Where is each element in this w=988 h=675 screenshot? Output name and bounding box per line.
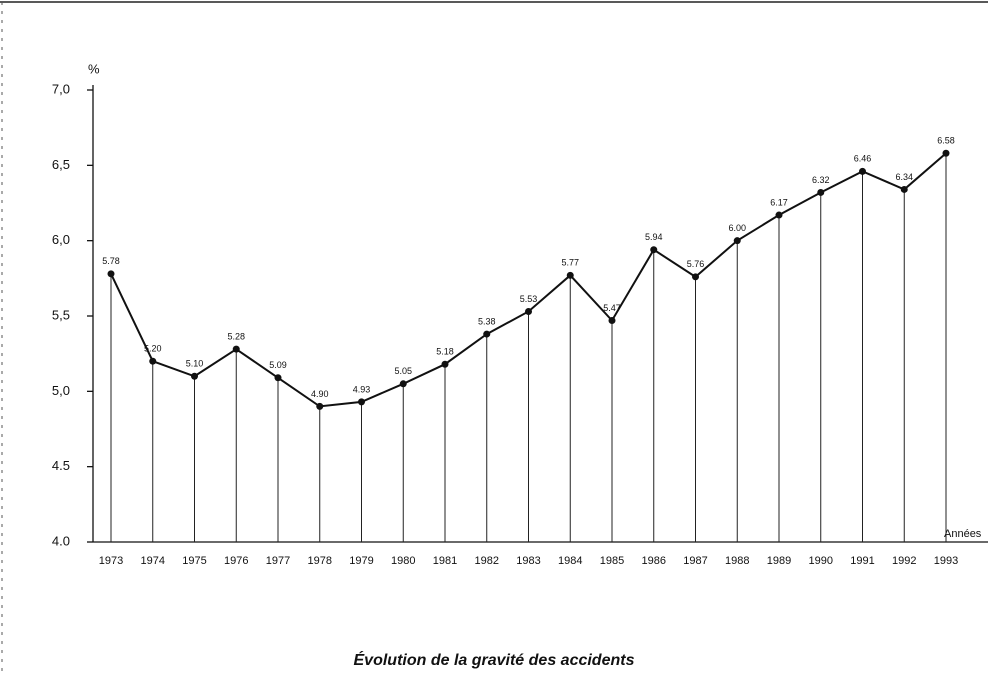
y-tick-label: 6,0 — [52, 232, 70, 247]
x-tick-label: 1982 — [475, 555, 499, 567]
value-label: 6.58 — [937, 136, 955, 146]
x-tick-label: 1979 — [349, 555, 373, 567]
x-tick-label: 1978 — [308, 555, 332, 567]
point — [232, 345, 240, 353]
x-tick-label: 1992 — [892, 555, 916, 567]
value-label: 5.38 — [478, 316, 496, 326]
x-tick-label: 1981 — [433, 555, 457, 567]
value-label: 6.32 — [812, 175, 830, 185]
point — [358, 398, 365, 406]
x-tick-label: 1991 — [850, 555, 874, 567]
y-tick-label: 7,0 — [52, 81, 70, 96]
value-label: 5.94 — [645, 232, 663, 242]
value-label: 6.17 — [770, 197, 788, 207]
y-tick-label: 6,5 — [52, 157, 70, 172]
point — [942, 149, 950, 157]
point — [566, 271, 574, 279]
point — [900, 185, 908, 193]
point — [316, 402, 324, 410]
x-tick-label: 1976 — [224, 555, 248, 567]
point — [149, 357, 157, 365]
x-tick-label: 1987 — [683, 555, 707, 567]
value-label: 5.10 — [186, 359, 204, 369]
value-label: 5.78 — [102, 256, 120, 266]
x-tick-label: 1974 — [141, 555, 165, 567]
point — [525, 307, 532, 315]
x-axis-label: Années — [944, 528, 982, 540]
point — [733, 237, 741, 245]
x-tick-label: 1983 — [516, 555, 540, 567]
point — [650, 246, 658, 254]
value-label: 6.46 — [854, 154, 872, 164]
chart-title: Évolution de la gravité des accidents — [354, 650, 635, 669]
point — [399, 380, 407, 388]
point — [107, 270, 115, 278]
value-label: 5.18 — [436, 347, 454, 357]
value-label: 5.53 — [520, 294, 538, 304]
x-tick-label: 1980 — [391, 555, 415, 567]
y-tick-label: 5,5 — [52, 307, 70, 322]
point — [775, 211, 783, 219]
x-tick-label: 1988 — [725, 555, 749, 567]
value-label: 5.76 — [687, 259, 705, 269]
value-label: 4.90 — [311, 389, 329, 399]
y-tick-label: 4.0 — [52, 533, 70, 548]
point — [274, 374, 282, 382]
x-tick-label: 1973 — [99, 555, 123, 567]
x-tick-label: 1975 — [182, 555, 206, 567]
value-label: 5.20 — [144, 344, 162, 354]
x-tick-label: 1984 — [558, 555, 582, 567]
x-tick-label: 1990 — [809, 555, 833, 567]
value-label: 6.00 — [728, 223, 746, 233]
value-label: 5.05 — [394, 366, 412, 376]
point — [817, 188, 825, 196]
x-tick-label: 1993 — [934, 555, 958, 567]
value-label: 5.47 — [603, 303, 621, 313]
value-label: 5.77 — [561, 258, 579, 268]
x-tick-label: 1985 — [600, 555, 624, 567]
point — [483, 330, 491, 338]
point — [692, 273, 699, 281]
point — [859, 167, 866, 175]
x-tick-label: 1977 — [266, 555, 290, 567]
y-tick-label: 5,0 — [52, 383, 70, 398]
value-label: 5.28 — [227, 332, 245, 342]
x-tick-label: 1989 — [767, 555, 791, 567]
point — [441, 360, 449, 368]
x-tick-label: 1986 — [642, 555, 666, 567]
y-tick-label: 4.5 — [52, 458, 70, 473]
value-label: 6.34 — [895, 172, 913, 182]
y-axis-label: % — [88, 61, 100, 76]
value-label: 5.09 — [269, 360, 287, 370]
point — [608, 317, 616, 325]
value-label: 4.93 — [353, 384, 371, 394]
point — [191, 372, 198, 380]
